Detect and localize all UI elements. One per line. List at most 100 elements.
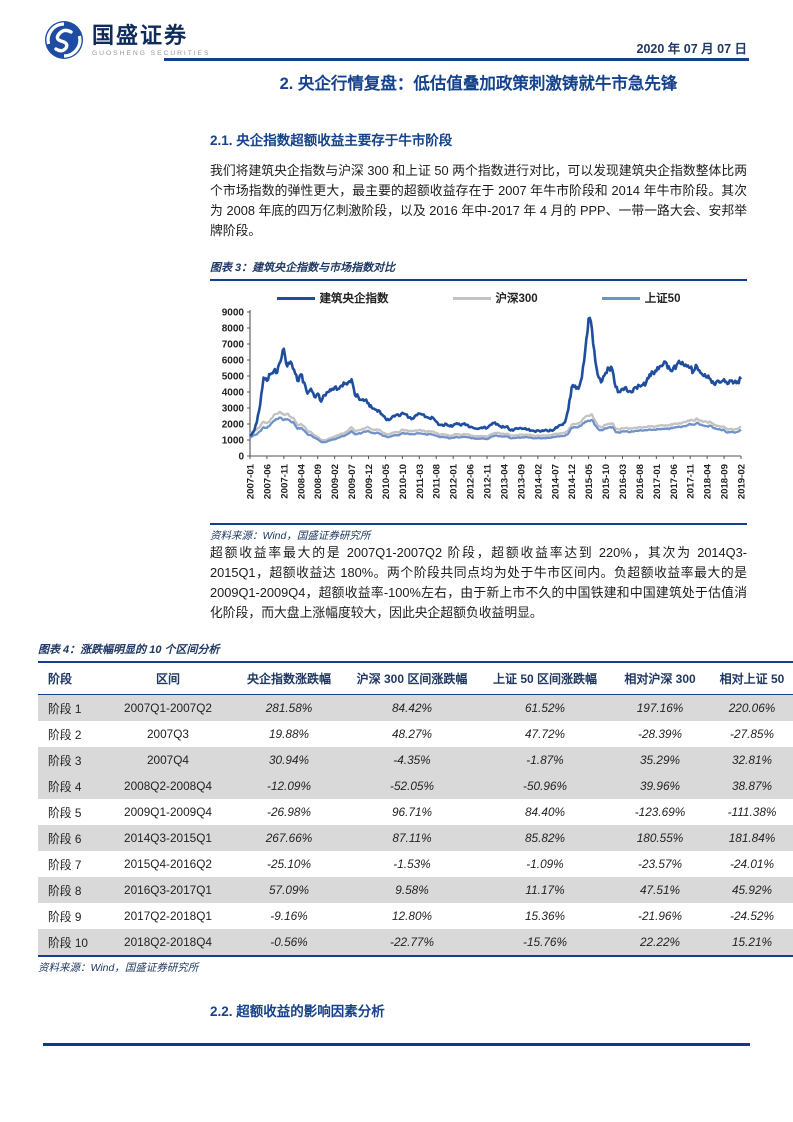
table-cell: -0.56% — [232, 929, 346, 957]
svg-text:6000: 6000 — [222, 356, 245, 367]
table-row: 阶段 7 2015Q4-2016Q2 -25.10% -1.53% -1.09% -23.… — [38, 851, 793, 877]
header-divider — [164, 58, 749, 61]
table-cell: 阶段 2 — [48, 727, 82, 742]
table-column-header: 阶段 — [38, 661, 104, 695]
brand-subtitle: GUOSHENG SECURITIES — [92, 49, 211, 57]
table-cell: 38.87% — [731, 779, 772, 793]
svg-text:2010-10: 2010-10 — [398, 464, 409, 499]
table-cell: 9.58% — [395, 883, 429, 897]
table-cell: 197.16% — [636, 701, 684, 715]
svg-text:2014-02: 2014-02 — [533, 464, 544, 499]
body-paragraph-2: 超额收益率最大的是 2007Q1-2007Q2 阶段，超额收益率达到 220%，… — [210, 545, 747, 620]
svg-text:2015-10: 2015-10 — [601, 464, 612, 499]
svg-text:2000: 2000 — [222, 420, 245, 431]
table-row: 阶段 8 2016Q3-2017Q1 57.09% 9.58% 11.17% 47.51%… — [38, 877, 793, 903]
table-cell: 2016Q3-2017Q1 — [124, 883, 212, 897]
figure4-caption: 图表 4：涨跌幅明显的 10 个区间分析 — [38, 644, 220, 656]
table-cell: -1.87% — [526, 753, 564, 767]
svg-text:8000: 8000 — [222, 324, 245, 335]
table-cell: -50.96% — [523, 779, 567, 793]
table-cell: 39.96% — [639, 779, 680, 793]
table-cell: 220.06% — [728, 701, 776, 715]
svg-text:2013-04: 2013-04 — [499, 464, 510, 500]
table-cell: 阶段 7 — [48, 857, 82, 872]
table-cell: 阶段 4 — [48, 779, 82, 794]
svg-text:2007-01: 2007-01 — [246, 464, 257, 500]
table-cell: -24.52% — [730, 909, 774, 923]
svg-text:2009-07: 2009-07 — [347, 464, 358, 499]
table-header: 阶段 区间 央企指数涨跌幅 沪深 300 区间涨跌幅 上证 50 区间涨跌幅 相对沪深 3… — [38, 661, 793, 695]
svg-text:2017-06: 2017-06 — [669, 464, 680, 499]
table-cell: 48.27% — [391, 727, 432, 741]
svg-text:2018-09: 2018-09 — [720, 464, 731, 499]
svg-text:2011-08: 2011-08 — [432, 464, 443, 499]
legend-line-swatch — [276, 296, 315, 300]
svg-text:2011-03: 2011-03 — [415, 464, 426, 499]
table-cell: 2009Q1-2009Q4 — [124, 805, 212, 819]
table-cell: -23.57% — [638, 857, 682, 871]
report-date: 2020 年 07 月 07 日 — [636, 42, 747, 56]
svg-text:2017-11: 2017-11 — [686, 464, 697, 499]
svg-text:2015-05: 2015-05 — [584, 464, 595, 500]
svg-text:2010-05: 2010-05 — [381, 464, 392, 500]
table-cell: 阶段 3 — [48, 753, 82, 768]
table-row: 阶段 2 2007Q3 19.88% 48.27% 47.72% -28.39% -27.8… — [38, 721, 793, 747]
brand: 国盛证券 GUOSHENG SECURITIES — [44, 20, 210, 60]
svg-text:2018-04: 2018-04 — [703, 464, 714, 500]
svg-text:2012-01: 2012-01 — [449, 464, 460, 500]
table-cell: 阶段 9 — [48, 909, 82, 924]
figure3-caption: 图表 3：建筑央企指数与市场指数对比 — [210, 262, 396, 274]
brand-name: 国盛证券 — [92, 22, 189, 48]
svg-text:2014-07: 2014-07 — [550, 464, 561, 499]
svg-text:2008-04: 2008-04 — [296, 464, 307, 500]
legend-item: 沪深300 — [452, 290, 538, 306]
table-cell: -28.39% — [638, 727, 682, 741]
svg-text:2017-01: 2017-01 — [652, 464, 663, 500]
svg-text:2008-09: 2008-09 — [313, 464, 324, 499]
figure3-top-rule — [210, 279, 747, 282]
table-cell: -1.09% — [526, 857, 564, 871]
table-cell: 281.58% — [265, 701, 313, 715]
table-cell: 96.71% — [391, 805, 432, 819]
table-cell: 阶段 10 — [38, 929, 104, 957]
section-title: 2. 央企行情复盘：低估值叠加政策刺激铸就牛市急先锋 — [279, 75, 678, 93]
table-cell: 15.21% — [708, 929, 793, 957]
figure3-bottom-rule — [210, 523, 747, 526]
table-cell: 2014Q3-2015Q1 — [124, 831, 212, 845]
svg-text:2012-06: 2012-06 — [466, 464, 477, 499]
svg-text:2016-08: 2016-08 — [635, 464, 646, 500]
table-row: 阶段 4 2008Q2-2008Q4 -12.09% -52.05% -50.96% 39… — [38, 773, 793, 799]
table-cell: 61.52% — [524, 701, 565, 715]
table-cell: 阶段 8 — [48, 883, 82, 898]
table-cell: 35.29% — [639, 753, 680, 767]
table-cell: 22.22% — [612, 929, 708, 957]
subsection-title-22: 2.2. 超额收益的影响因素分析 — [210, 1004, 385, 1019]
table-cell: 11.17% — [525, 883, 565, 897]
table-cell: 阶段 5 — [48, 805, 82, 820]
table-row: 阶段 9 2017Q2-2018Q1 -9.16% 12.80% 15.36% -21.9… — [38, 903, 793, 929]
table-cell: -52.05% — [390, 779, 434, 793]
table-cell: 87.11% — [392, 831, 432, 845]
table-cell: 267.66% — [265, 831, 313, 845]
table-row: 阶段 10 2018Q2-2018Q4 -0.56% -22.77% -15.76% 22… — [38, 929, 793, 957]
svg-text:2012-11: 2012-11 — [483, 464, 494, 499]
table-column-header: 沪深 300 区间涨跌幅 — [346, 661, 478, 695]
table-cell: 45.92% — [731, 883, 772, 897]
table-cell: -9.16% — [270, 909, 308, 923]
table-cell: 47.72% — [524, 727, 565, 741]
table-cell: 12.80% — [391, 909, 432, 923]
legend-label: 建筑央企指数 — [319, 293, 389, 306]
table-cell: -4.35% — [393, 753, 431, 767]
table-cell: 2015Q4-2016Q2 — [124, 857, 212, 871]
svg-text:2009-12: 2009-12 — [364, 464, 375, 499]
table-row: 阶段 1 2007Q1-2007Q2 281.58% 84.42% 61.52% 197.… — [38, 694, 793, 721]
table-cell: -21.96% — [638, 909, 682, 923]
table-cell: 15.36% — [524, 909, 565, 923]
table-column-header: 上证 50 区间涨跌幅 — [478, 661, 612, 695]
svg-text:2013-09: 2013-09 — [516, 464, 527, 499]
table-cell: 19.88% — [268, 727, 309, 741]
table-cell: 84.40% — [524, 805, 565, 819]
table-cell: -1.53% — [393, 857, 431, 871]
figure4-block: 图表 4：涨跌幅明显的 10 个区间分析 阶段 区间 央企指数涨跌幅 沪深 300 区… — [38, 641, 793, 975]
table-cell: 2018Q2-2018Q4 — [104, 929, 232, 957]
